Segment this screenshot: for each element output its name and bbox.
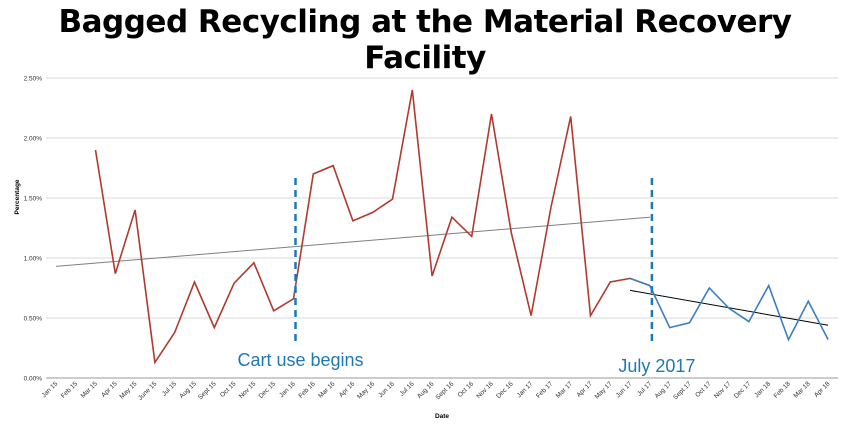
event-marker-label: July 2017 <box>618 356 695 376</box>
trendline <box>55 216 650 267</box>
x-tick-label: Feb 18 <box>773 380 793 400</box>
x-tick-label: Jun 16 <box>377 380 396 399</box>
x-tick-label: Sept 16 <box>435 380 456 401</box>
x-tick-label: Jun 17 <box>615 380 634 399</box>
x-tick-label: Jul 15 <box>161 380 178 397</box>
x-tick-label: Dec 16 <box>495 380 515 400</box>
x-tick-label: Mar 16 <box>317 380 337 400</box>
x-tick-label: Nov 17 <box>713 380 733 400</box>
y-tick-label: 1.50% <box>24 196 43 203</box>
x-tick-label: Aug 17 <box>654 380 674 400</box>
x-tick-label: Dec 15 <box>258 380 278 400</box>
x-tick-label: Nov 15 <box>238 380 258 400</box>
x-tick-label: Apr 17 <box>575 380 594 399</box>
y-axis-label: Percentage <box>14 179 21 214</box>
x-tick-label: Oct 16 <box>457 380 476 399</box>
x-tick-label: Dec 17 <box>733 380 753 400</box>
y-tick-label: 1.00% <box>24 256 43 263</box>
x-tick-label: Oct 15 <box>219 380 238 399</box>
x-tick-label: May 17 <box>594 380 614 400</box>
x-tick-label: Feb 16 <box>297 380 317 400</box>
x-tick-label: Mar 15 <box>80 380 100 400</box>
y-tick-label: 2.00% <box>24 136 43 143</box>
x-tick-label: Jul 17 <box>636 380 653 397</box>
x-tick-label: Apr 15 <box>100 380 119 399</box>
x-axis-label: Date <box>435 413 449 420</box>
x-tick-label: May 16 <box>356 380 376 400</box>
chart-title: Bagged Recycling at the Material Recover… <box>58 4 793 76</box>
x-tick-label: Aug 16 <box>416 380 436 400</box>
x-tick-label: Jan 18 <box>753 380 772 399</box>
x-tick-label: Feb 15 <box>60 380 80 400</box>
gridlines <box>46 77 838 379</box>
series-lines <box>94 89 829 365</box>
event-markers: Cart use begins July 2017 <box>237 178 695 376</box>
x-tick-label: Mar 18 <box>792 380 812 400</box>
x-tick-label: Sept 17 <box>672 380 693 401</box>
x-tick-label: Jul 16 <box>398 380 415 397</box>
series-line <box>629 277 829 342</box>
x-tick-label: Apr 18 <box>813 380 832 399</box>
y-tick-label: 0.50% <box>24 316 43 323</box>
x-tick-label: Mar 17 <box>555 380 575 400</box>
x-tick-label: Aug 15 <box>178 380 198 400</box>
x-tick-label: Oct 17 <box>694 380 713 399</box>
x-tick-label: Apr 16 <box>338 380 357 399</box>
x-tick-label: Sept 15 <box>197 380 218 401</box>
x-tick-label: Feb 17 <box>535 380 555 400</box>
trendlines <box>55 216 829 326</box>
series-line <box>94 89 651 365</box>
x-tick-label: Jan 16 <box>278 380 297 399</box>
x-tick-label: June 15 <box>137 380 159 402</box>
x-tick-label: Nov 16 <box>475 380 495 400</box>
y-tick-label: 0.00% <box>24 376 43 383</box>
event-marker-label: Cart use begins <box>237 350 363 370</box>
x-tick-label: Jan 17 <box>516 380 535 399</box>
x-tick-label: Jan 15 <box>41 380 60 399</box>
y-axis-ticks: 0.00% 0.50% 1.00% 1.50% 2.00% 2.50% <box>24 76 43 383</box>
y-tick-label: 2.50% <box>24 76 43 83</box>
x-tick-label: May 15 <box>118 380 138 400</box>
